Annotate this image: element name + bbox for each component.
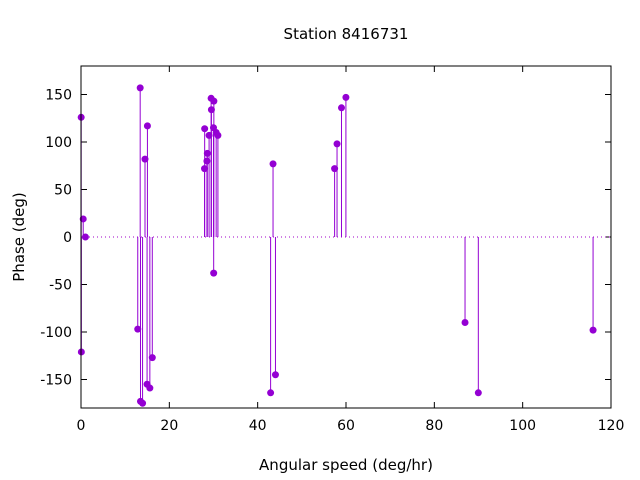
x-tick-label: 40 xyxy=(249,418,267,434)
data-point xyxy=(148,354,156,362)
data-point xyxy=(474,389,482,397)
data-point xyxy=(207,106,215,114)
data-point xyxy=(214,131,222,139)
data-point xyxy=(205,131,213,139)
impulse-stems xyxy=(80,87,594,404)
data-point xyxy=(331,165,339,173)
data-point xyxy=(201,165,209,173)
data-points xyxy=(77,84,597,407)
data-point xyxy=(342,93,350,101)
y-tick-label: 150 xyxy=(45,88,72,104)
x-tick-label: 120 xyxy=(598,418,625,434)
data-point xyxy=(143,122,151,130)
data-point xyxy=(203,157,211,165)
data-point xyxy=(267,389,275,397)
y-tick-label: -100 xyxy=(40,325,72,341)
x-tick-label: 60 xyxy=(337,418,355,434)
data-point xyxy=(201,125,209,133)
data-point xyxy=(589,326,597,334)
data-point xyxy=(136,84,144,92)
data-point xyxy=(333,140,341,148)
x-tick-label: 0 xyxy=(77,418,86,434)
data-point xyxy=(134,325,142,333)
tick-labels: 0 20 40 60 80 100 120 -150 -100 -50 0 50 100 150 xyxy=(40,88,624,435)
y-tick-label: 50 xyxy=(54,183,72,199)
y-tick-label: -50 xyxy=(49,278,72,294)
x-axis-label: Angular speed (deg/hr) xyxy=(259,456,433,474)
data-point xyxy=(81,233,89,241)
data-point xyxy=(203,149,211,157)
data-point xyxy=(141,155,149,163)
data-point xyxy=(337,104,345,112)
data-point xyxy=(139,399,147,407)
data-point xyxy=(271,371,279,379)
chart-title: Station 8416731 xyxy=(284,25,409,43)
x-tick-label: 100 xyxy=(509,418,536,434)
data-point xyxy=(210,269,218,277)
y-tick-label: 0 xyxy=(63,230,72,246)
y-tick-label: -150 xyxy=(40,373,72,389)
data-point xyxy=(146,384,154,392)
data-point xyxy=(269,160,277,168)
data-point xyxy=(210,97,218,105)
y-axis-label: Phase (deg) xyxy=(10,192,28,282)
x-tick-label: 20 xyxy=(160,418,178,434)
x-tick-label: 80 xyxy=(425,418,443,434)
data-point xyxy=(461,319,469,326)
y-tick-label: 100 xyxy=(45,135,72,151)
plot-frame xyxy=(80,65,612,409)
